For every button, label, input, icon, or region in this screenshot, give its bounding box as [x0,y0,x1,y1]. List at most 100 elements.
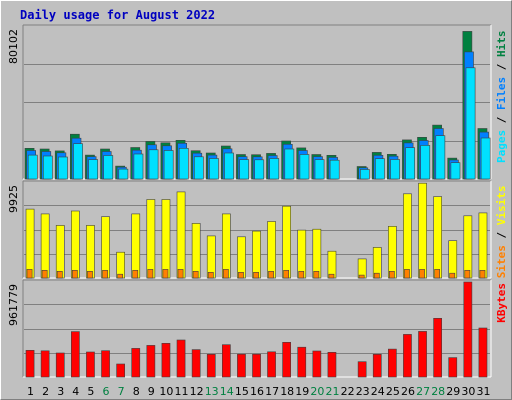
bar-visits-day-10 [161,199,171,279]
day-label-1: 1 [27,385,34,398]
bar-sites-day-3 [56,270,63,279]
axis-label-files: Files [495,77,508,110]
day-label-4: 4 [72,385,79,398]
day-label-31: 31 [477,385,491,398]
bar-pages-day-20 [314,159,325,180]
bar-pages-day-1 [27,154,38,180]
axis-label-hits: Hits [495,31,508,58]
bar-pages-day-7 [118,168,129,180]
panel-hits-files-pages: 80102 Pages / Files / Hits [7,24,508,180]
axis-label-separator: / [495,225,508,245]
axis-label-separator: / [495,110,508,130]
bar-pages-day-10 [163,150,174,180]
bar-sites-day-8 [132,269,139,279]
axis-series-label: KBytes [495,283,508,323]
panel-visits-sites: 9925 Sites / Visits [7,180,508,279]
bar-visits-day-3 [55,225,65,279]
bar-pages-day-27 [420,145,431,180]
day-label-24: 24 [371,385,385,398]
bar-pages-day-21 [329,159,340,180]
bar-kbytes-day-17 [267,351,276,378]
bar-kbytes-day-14 [222,344,231,378]
bar-kbytes-day-23 [357,361,367,378]
bar-pages-day-15 [239,159,250,180]
day-label-21: 21 [326,385,340,398]
bar-sites-day-30 [464,269,471,279]
bar-visits-day-25 [387,226,397,279]
bar-kbytes-day-18 [282,341,292,378]
day-label-16: 16 [250,385,264,398]
bar-kbytes-day-28 [433,317,443,378]
day-label-7: 7 [118,385,125,398]
bar-visits-day-9 [146,199,156,279]
bar-visits-day-18 [282,205,292,279]
bar-kbytes-day-29 [448,357,458,378]
bar-sites-day-17 [268,270,274,279]
bar-kbytes-day-31 [478,327,488,378]
bar-kbytes-day-13 [206,353,216,378]
day-label-6: 6 [103,385,110,398]
day-label-12: 12 [190,385,204,398]
max-value-label: 80102 [7,29,20,64]
bar-visits-day-14 [222,213,231,279]
bar-visits-day-4 [71,210,80,279]
bar-pages-day-14 [224,152,234,180]
bar-sites-day-19 [298,270,305,279]
bar-sites-day-11 [177,269,184,279]
bar-kbytes-day-8 [131,348,141,378]
day-label-2: 2 [42,385,49,398]
bar-sites-day-5 [87,270,93,279]
bar-pages-day-2 [42,155,53,180]
bar-sites-day-27 [419,269,425,279]
day-label-17: 17 [265,385,279,398]
bar-sites-day-26 [404,269,410,279]
bar-visits-day-8 [131,213,141,279]
day-label-10: 10 [159,385,173,398]
bar-kbytes-day-24 [372,353,382,378]
bar-pages-day-17 [269,158,280,180]
bar-kbytes-day-25 [387,348,397,378]
bar-sites-day-2 [41,269,48,279]
day-label-20: 20 [310,385,324,398]
bar-visits-day-15 [237,236,246,279]
bar-kbytes-day-27 [418,331,427,378]
bar-sites-day-16 [253,271,259,279]
day-label-27: 27 [416,385,430,398]
day-label-11: 11 [175,385,189,398]
bar-kbytes-day-12 [191,349,201,378]
bar-visits-day-6 [101,216,110,279]
bar-sites-day-15 [238,271,244,279]
bar-pages-day-6 [103,155,114,180]
bar-kbytes-day-2 [40,350,50,378]
day-label-13: 13 [205,385,219,398]
axis-label-visits: Visits [495,185,508,225]
bar-kbytes-day-1 [25,349,35,378]
bar-sites-day-7 [117,273,123,279]
bar-kbytes-day-7 [116,363,125,378]
bar-visits-day-13 [206,235,216,279]
max-value-label: 961779 [7,284,20,326]
bar-kbytes-day-3 [55,352,65,378]
day-label-29: 29 [446,385,460,398]
axis-label-sites: Sites [495,245,508,278]
bar-visits-day-16 [252,230,261,279]
bar-sites-day-9 [147,269,154,279]
bar-pages-day-9 [148,149,159,180]
axis-label-pages: Pages [495,130,508,163]
bar-pages-day-3 [58,156,68,180]
bar-visits-day-2 [40,213,50,279]
bar-visits-day-27 [418,182,427,279]
bar-sites-day-24 [373,272,380,279]
bar-sites-day-6 [102,269,108,279]
day-label-9: 9 [148,385,155,398]
day-label-19: 19 [295,385,309,398]
bar-pages-day-25 [390,159,400,180]
day-label-30: 30 [461,385,475,398]
bar-sites-day-31 [479,269,486,279]
bar-pages-day-13 [209,158,219,180]
bar-visits-day-26 [403,193,412,279]
bar-pages-day-29 [450,162,461,180]
bar-pages-day-23 [359,169,370,180]
